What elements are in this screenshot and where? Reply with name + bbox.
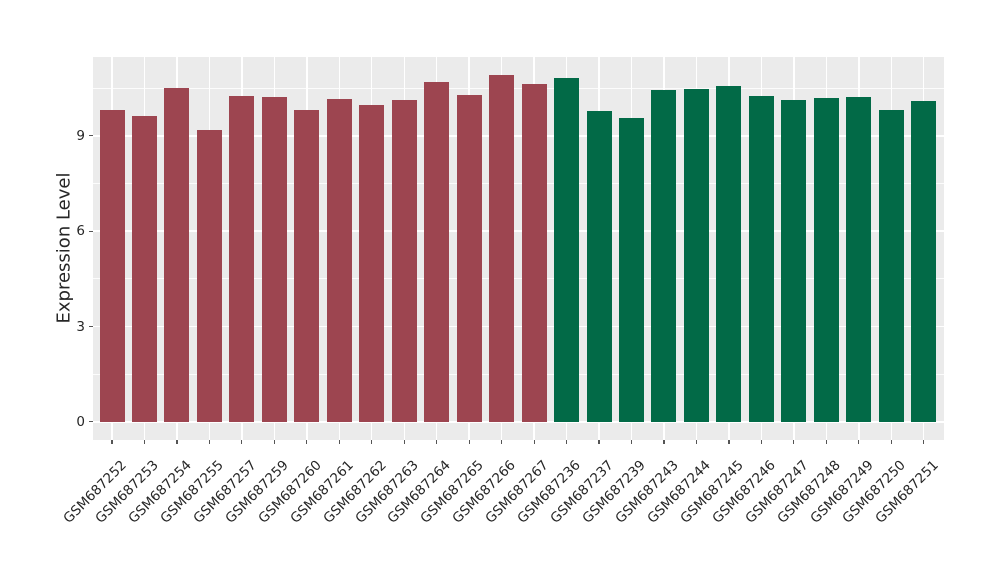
grid-major-h [93, 135, 944, 137]
y-tick-mark [89, 135, 93, 137]
grid-minor-h [93, 373, 944, 375]
bar-GSM687244 [683, 89, 709, 422]
bar-GSM687237 [586, 111, 612, 422]
x-tick-mark [468, 440, 470, 444]
x-tick-mark [598, 440, 600, 444]
bar-GSM687239 [619, 118, 645, 422]
bar-GSM687261 [326, 99, 352, 422]
y-tick-mark [89, 325, 93, 328]
bar-GSM687267 [521, 84, 547, 422]
x-tick-mark [793, 440, 795, 444]
x-tick-mark [143, 440, 146, 444]
bar-GSM687265 [456, 94, 482, 422]
x-tick-mark [728, 440, 730, 444]
plot-panel [93, 57, 944, 440]
x-tick-mark [403, 440, 405, 444]
grid-major-h [93, 230, 944, 232]
x-tick-mark [338, 440, 340, 444]
grid-major-h [93, 325, 944, 328]
grid-major-h [93, 421, 944, 423]
bar-GSM687250 [878, 110, 904, 422]
grid-minor-h [93, 278, 944, 280]
bar-GSM687243 [651, 90, 677, 422]
y-tick-label: 3 [76, 318, 85, 335]
x-tick-mark [890, 440, 892, 444]
bar-GSM687251 [911, 101, 937, 422]
bar-GSM687246 [748, 96, 774, 422]
bar-GSM687253 [131, 116, 157, 422]
bar-GSM687259 [261, 97, 287, 422]
bar-GSM687247 [781, 99, 807, 422]
x-tick-mark [306, 440, 308, 444]
bar-GSM687255 [196, 130, 222, 422]
x-tick-mark [695, 440, 698, 444]
x-tick-mark [663, 440, 665, 444]
bar-GSM687257 [229, 95, 255, 422]
grid-minor-h [93, 183, 944, 184]
x-tick-mark [501, 440, 503, 444]
x-tick-mark [241, 440, 243, 444]
x-tick-mark [923, 440, 925, 444]
y-tick-label: 9 [76, 127, 85, 144]
x-tick-mark [273, 440, 275, 444]
x-tick-mark [436, 440, 438, 444]
bar-GSM687254 [164, 88, 190, 422]
bar-GSM687252 [99, 110, 125, 422]
y-tick-label: 0 [76, 413, 85, 430]
x-tick-mark [630, 440, 633, 444]
x-tick-mark [371, 440, 373, 444]
x-tick-mark [825, 440, 827, 444]
x-tick-mark [760, 440, 762, 444]
bar-GSM687266 [489, 74, 515, 422]
grid-minor-h [93, 87, 944, 89]
bar-GSM687245 [716, 85, 742, 422]
bar-GSM687236 [554, 77, 580, 422]
y-tick-label: 6 [76, 223, 85, 240]
x-tick-mark [176, 440, 178, 444]
x-tick-mark [533, 440, 535, 444]
x-tick-mark [565, 440, 568, 444]
bar-GSM687264 [424, 82, 450, 422]
y-tick-mark [89, 421, 93, 423]
bar-GSM687262 [359, 104, 385, 422]
bar-GSM687260 [294, 110, 320, 422]
bar-GSM687248 [813, 98, 839, 422]
bar-GSM687263 [391, 99, 417, 422]
y-axis-title: Expression Level [53, 172, 75, 324]
y-tick-mark [89, 230, 93, 232]
x-tick-mark [208, 440, 210, 444]
x-tick-mark [858, 440, 860, 444]
x-tick-mark [111, 440, 113, 444]
bar-GSM687249 [846, 96, 872, 422]
